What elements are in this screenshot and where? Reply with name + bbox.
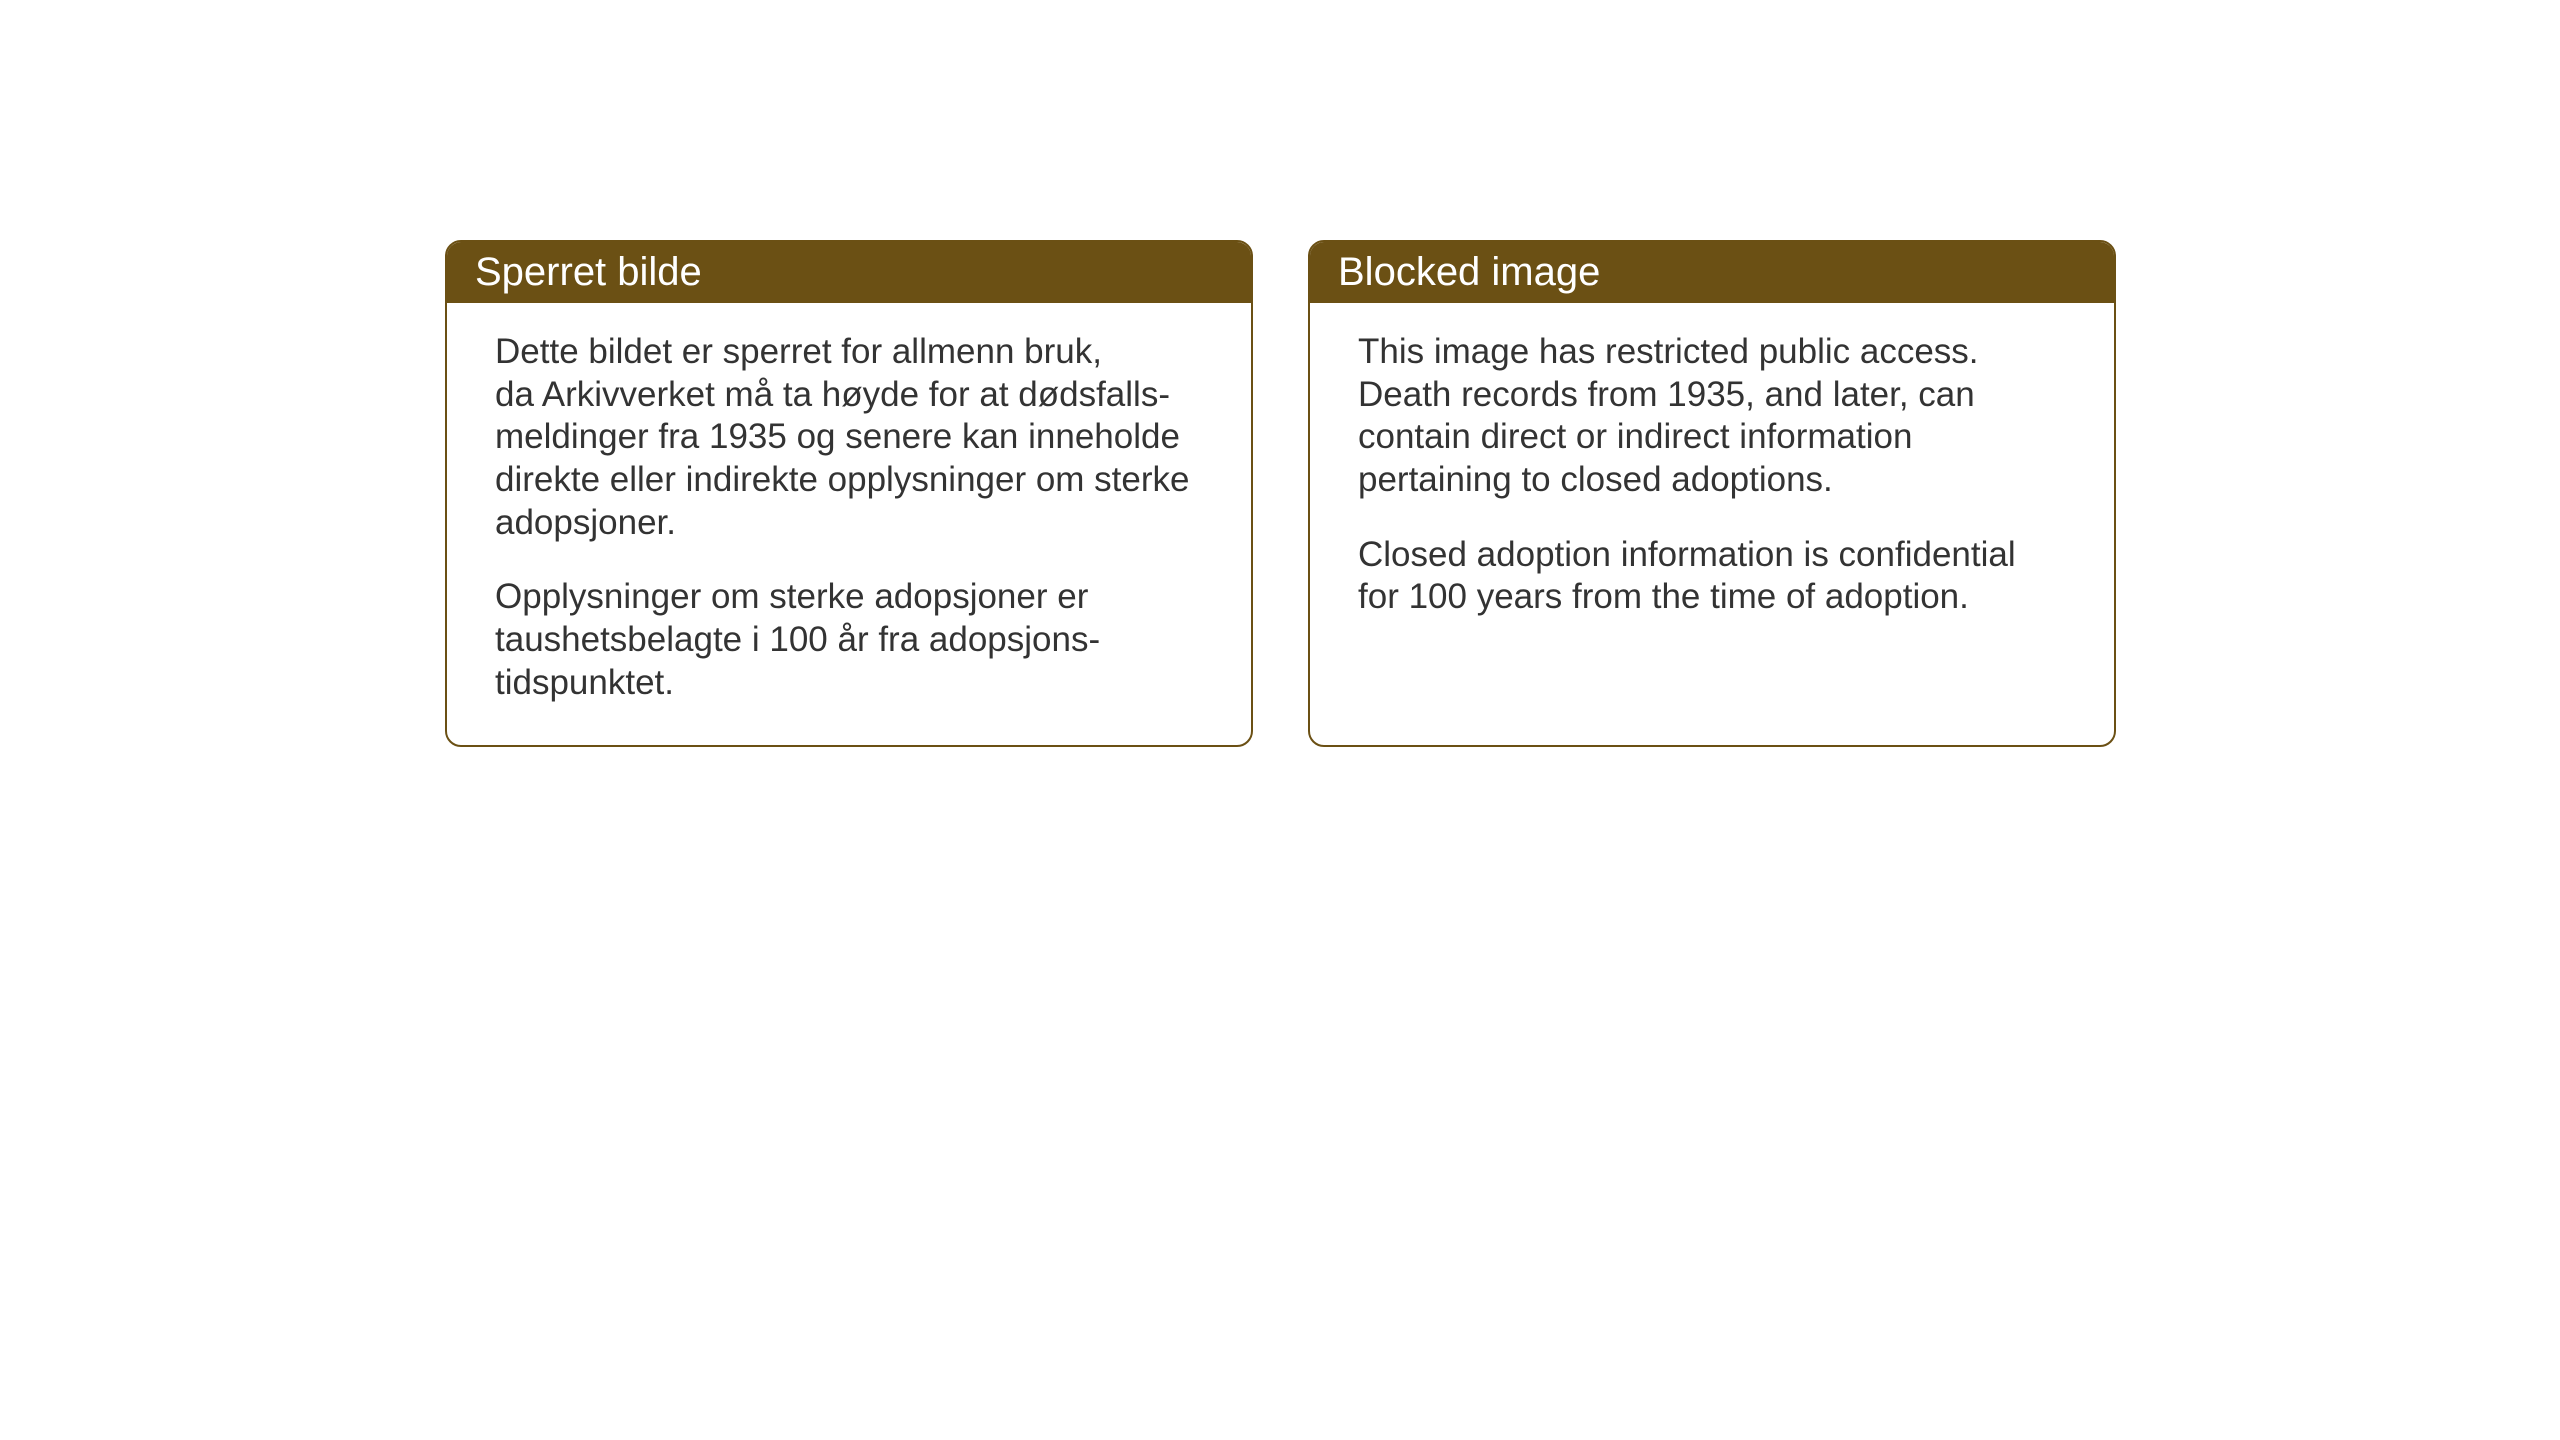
card-norwegian: Sperret bilde Dette bildet er sperret fo…: [445, 240, 1253, 747]
card-norwegian-body: Dette bildet er sperret for allmenn bruk…: [447, 303, 1251, 745]
card-english: Blocked image This image has restricted …: [1308, 240, 2116, 747]
card-english-header: Blocked image: [1310, 242, 2114, 303]
card-english-title: Blocked image: [1338, 250, 1600, 294]
card-norwegian-title: Sperret bilde: [475, 250, 702, 294]
cards-container: Sperret bilde Dette bildet er sperret fo…: [445, 240, 2116, 747]
card-english-paragraph2: Closed adoption information is confident…: [1358, 534, 2066, 619]
card-norwegian-paragraph2: Opplysninger om sterke adopsjoner er tau…: [495, 576, 1203, 704]
card-english-body: This image has restricted public access.…: [1310, 303, 2114, 659]
card-norwegian-header: Sperret bilde: [447, 242, 1251, 303]
card-norwegian-paragraph1: Dette bildet er sperret for allmenn bruk…: [495, 331, 1203, 544]
card-english-paragraph1: This image has restricted public access.…: [1358, 331, 2066, 502]
